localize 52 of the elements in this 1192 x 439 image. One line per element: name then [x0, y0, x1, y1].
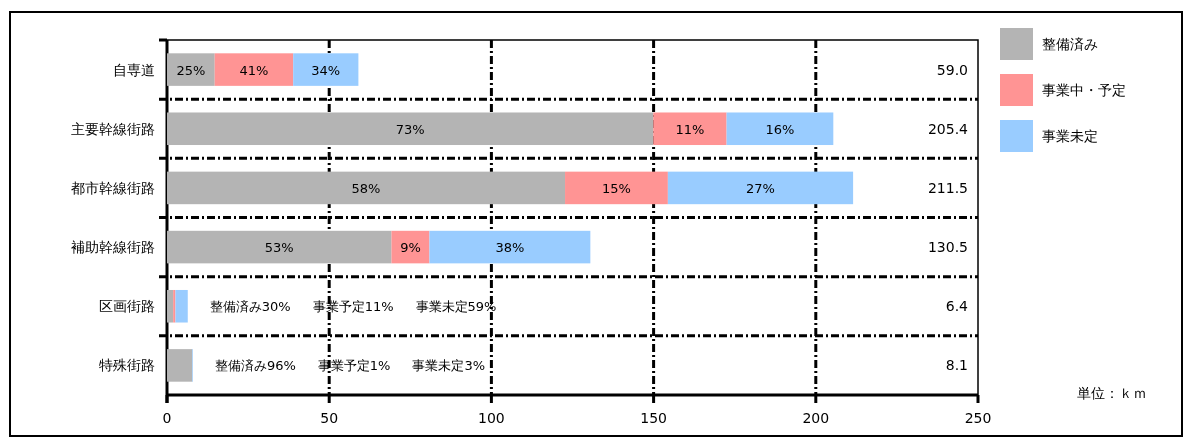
annotation: 130.5 — [927, 239, 968, 256]
x-tick-label: 250 — [964, 410, 992, 426]
annotation: 25% — [176, 62, 206, 78]
bar — [167, 230, 392, 264]
bar — [167, 112, 654, 146]
bar — [726, 112, 834, 146]
y-tick-label: 主要幹線街路 — [71, 120, 155, 137]
bar — [167, 53, 215, 86]
y-tick-label: 都市幹線街路 — [71, 179, 155, 196]
annotation: 整備済み96% — [214, 358, 296, 374]
x-tick-label: 50 — [320, 410, 339, 426]
legend-label: 整備済み — [1042, 36, 1098, 52]
bar — [429, 230, 591, 264]
bar — [167, 171, 566, 205]
y-tick-label: 補助幹線街路 — [71, 239, 155, 256]
annotation: 事業未定59% — [415, 299, 497, 315]
x-tick-label: 0 — [162, 410, 172, 426]
bar — [167, 349, 193, 382]
annotation: 9% — [400, 240, 421, 256]
annotation: 16% — [765, 121, 795, 137]
text: 単位：ｋｍ — [1077, 385, 1147, 401]
bar — [565, 171, 668, 205]
x-tick-label: 150 — [640, 410, 667, 426]
annotation: 41% — [239, 62, 269, 78]
y-tick-label: 特殊街路 — [99, 357, 155, 374]
bar — [667, 171, 854, 205]
annotation: 34% — [311, 62, 341, 78]
annotation: 27% — [746, 180, 775, 196]
annotation: 事業未定3% — [412, 358, 486, 374]
bar — [167, 289, 174, 323]
annotation: 15% — [602, 180, 631, 196]
legend-label: 事業未定 — [1042, 128, 1098, 144]
y-tick-label: 自専道 — [113, 61, 155, 78]
annotation: 73% — [395, 121, 425, 137]
annotation: 205.4 — [927, 120, 969, 137]
annotation: 211.5 — [927, 179, 968, 196]
y-tick-label: 区画街路 — [99, 298, 155, 315]
annotation: 58% — [351, 180, 381, 196]
x-tick-label: 100 — [478, 410, 505, 426]
legend-label: 事業中・予定 — [1042, 82, 1126, 98]
bar — [293, 53, 359, 86]
bar — [653, 112, 727, 146]
bar — [214, 53, 294, 86]
bar — [175, 289, 188, 323]
annotation: 59.0 — [936, 61, 968, 78]
annotation: 53% — [264, 240, 294, 256]
x-tick-label: 200 — [802, 410, 830, 426]
annotation: 38% — [495, 240, 525, 256]
annotation: 8.1 — [945, 357, 968, 374]
annotation: 6.4 — [945, 298, 969, 315]
annotation: 11% — [675, 121, 705, 137]
annotation: 整備済み30% — [209, 299, 291, 315]
